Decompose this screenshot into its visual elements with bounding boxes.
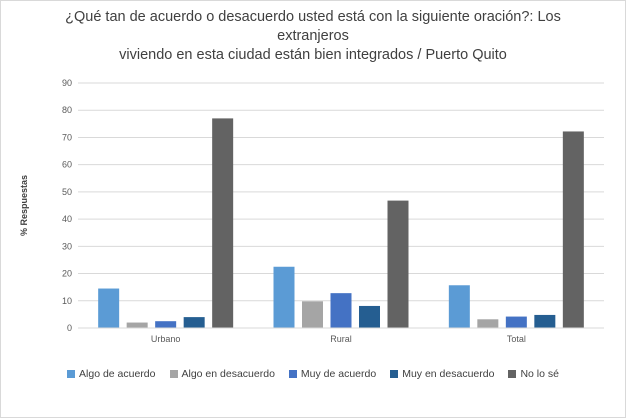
legend-label: Muy en desacuerdo: [402, 368, 495, 380]
chart-legend: Algo de acuerdo Algo en desacuerdo Muy de …: [0, 368, 626, 380]
y-tick-label: 30: [62, 241, 72, 251]
bar-urbano-5: [212, 118, 234, 328]
y-tick-label: 50: [62, 187, 72, 197]
chart-title-line-1: ¿Qué tan de acuerdo o desacuerdo usted e…: [65, 9, 561, 44]
legend-item: Muy en desacuerdo: [390, 368, 494, 380]
legend-label: No lo sé: [520, 368, 559, 380]
bar-total-1: [448, 285, 470, 328]
y-tick-label: 80: [62, 105, 72, 115]
y-axis-label: % Respuestas: [19, 175, 29, 236]
chart-title: ¿Qué tan de acuerdo o desacuerdo usted e…: [40, 8, 586, 65]
bar-rural-3: [330, 293, 352, 328]
y-tick-label: 90: [62, 78, 72, 88]
legend-label: Algo de acuerdo: [79, 368, 156, 380]
bar-total-4: [534, 314, 556, 328]
legend-item: No lo sé: [508, 368, 559, 380]
bar-total-2: [477, 319, 499, 328]
x-tick-label: Urbano: [151, 334, 181, 344]
y-tick-label: 60: [62, 160, 72, 170]
legend-item: Algo en desacuerdo: [169, 368, 275, 380]
bar-urbano-2: [126, 322, 148, 328]
bar-rural-1: [273, 266, 295, 328]
bar-total-5: [562, 131, 584, 328]
legend-swatch: [288, 370, 297, 378]
x-tick-label: Total: [507, 334, 526, 344]
y-tick-label: 70: [62, 132, 72, 142]
legend-swatch: [508, 370, 517, 378]
bar-total-3: [505, 316, 527, 328]
bar-urbano-3: [155, 321, 177, 328]
legend-item: Muy de acuerdo: [288, 368, 377, 380]
legend-label: Muy de acuerdo: [300, 368, 377, 380]
x-tick-label: Rural: [330, 334, 352, 344]
chart-title-line-2: viviendo en esta ciudad están bien integ…: [119, 47, 507, 63]
bar-urbano-4: [183, 317, 205, 328]
bar-urbano-1: [98, 288, 120, 328]
bar-rural-4: [359, 305, 380, 328]
y-tick-label: 40: [62, 214, 72, 224]
y-tick-label: 20: [62, 269, 72, 279]
legend-item: Algo de acuerdo: [67, 368, 156, 380]
bar-rural-2: [302, 301, 323, 328]
y-tick-label: 0: [67, 323, 72, 333]
legend-swatch: [67, 370, 76, 378]
legend-label: Algo en desacuerdo: [181, 368, 275, 380]
bar-rural-5: [387, 200, 409, 328]
y-tick-label: 10: [62, 296, 72, 306]
legend-swatch: [169, 370, 178, 378]
legend-swatch: [390, 370, 399, 378]
